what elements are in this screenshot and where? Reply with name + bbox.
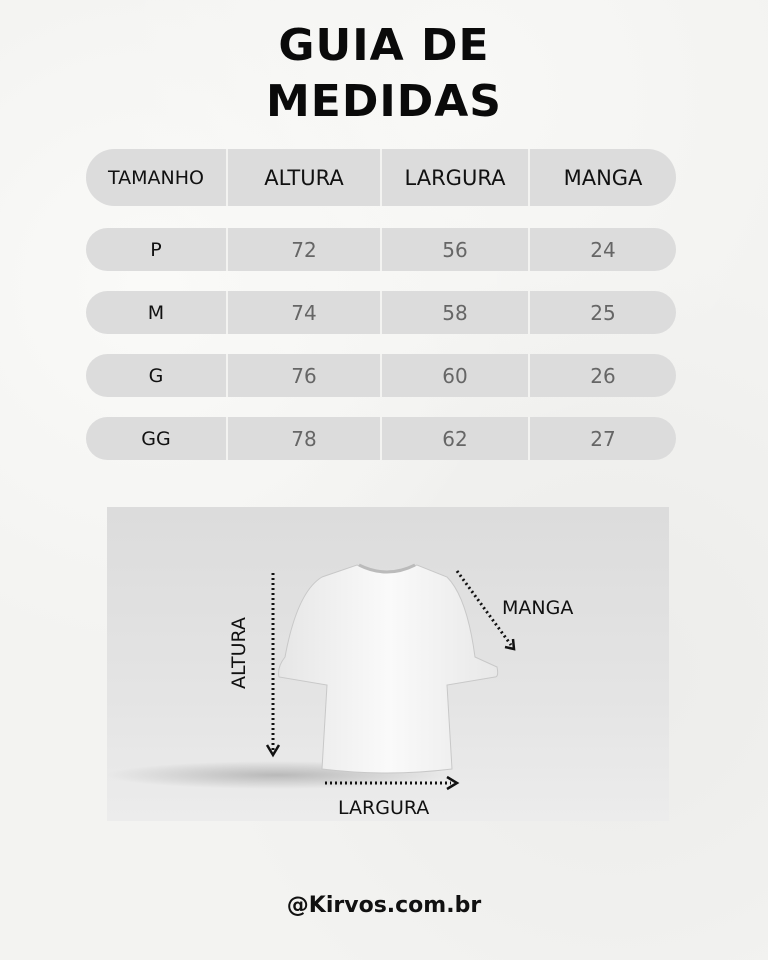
- table-row: P 72 56 24: [86, 228, 676, 271]
- manga-cell: 25: [528, 291, 676, 334]
- altura-label: ALTURA: [228, 617, 250, 689]
- altura-cell: 72: [226, 228, 380, 271]
- size-cell: G: [148, 364, 164, 387]
- table-row: M 74 58 25: [86, 291, 676, 334]
- largura-label: LARGURA: [338, 797, 430, 819]
- altura-cell: 74: [226, 291, 380, 334]
- title-line-2: MEDIDAS: [265, 76, 502, 127]
- size-cell: M: [147, 301, 165, 324]
- altura-cell: 76: [226, 354, 380, 397]
- header-tamanho: TAMANHO: [108, 166, 204, 189]
- manga-arrow: [455, 570, 513, 646]
- altura-cell: 78: [226, 417, 380, 460]
- size-cell: P: [150, 238, 162, 261]
- header-altura: ALTURA: [226, 149, 380, 206]
- largura-cell: 58: [380, 291, 528, 334]
- title-line-1: GUIA DE: [278, 20, 490, 71]
- size-cell: GG: [141, 427, 171, 450]
- manga-cell: 26: [528, 354, 676, 397]
- largura-cell: 56: [380, 228, 528, 271]
- manga-label: MANGA: [502, 597, 574, 619]
- page-title: GUIA DE MEDIDAS: [0, 18, 768, 130]
- table-header: TAMANHO ALTURA LARGURA MANGA: [86, 149, 676, 206]
- manga-cell: 27: [528, 417, 676, 460]
- tshirt-measurement-photo: ALTURA MANGA LARGURA: [107, 507, 669, 821]
- header-largura: LARGURA: [380, 149, 528, 206]
- table-row: GG 78 62 27: [86, 417, 676, 460]
- largura-cell: 62: [380, 417, 528, 460]
- largura-cell: 60: [380, 354, 528, 397]
- table-row: G 76 60 26: [86, 354, 676, 397]
- header-manga: MANGA: [528, 149, 676, 206]
- website-handle: @Kirvos.com.br: [286, 893, 482, 918]
- tshirt-illustration: [107, 563, 516, 791]
- manga-cell: 24: [528, 228, 676, 271]
- tshirt-shape: [278, 564, 499, 774]
